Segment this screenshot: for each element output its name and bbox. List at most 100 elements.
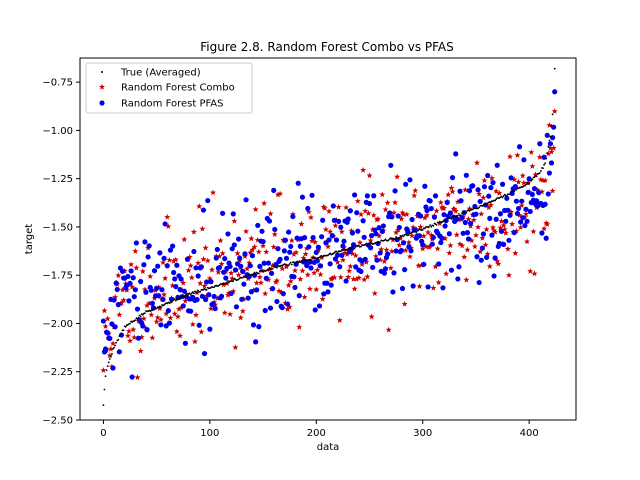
combo-point	[415, 262, 422, 269]
pfas-point	[396, 224, 402, 231]
true-point	[502, 195, 505, 197]
legend-label: True (Averaged)	[120, 68, 201, 79]
true-point	[294, 262, 296, 265]
combo-point	[494, 258, 501, 264]
combo-point	[447, 242, 454, 249]
combo-point	[202, 244, 209, 251]
true-point	[513, 190, 516, 193]
combo-point	[399, 209, 406, 216]
combo-point	[443, 270, 450, 277]
combo-point	[360, 166, 367, 173]
pfas-point	[110, 365, 116, 371]
combo-point	[334, 259, 341, 265]
pfas-point	[373, 231, 379, 237]
pfas-point	[134, 306, 141, 312]
combo-point	[250, 286, 257, 293]
true-point	[548, 139, 551, 142]
pfas-point	[477, 198, 483, 205]
pfas-point	[429, 241, 435, 247]
combo-point	[308, 237, 316, 244]
combo-point	[104, 315, 111, 322]
combo-point	[549, 187, 556, 194]
combo-point	[163, 310, 170, 317]
pfas-point	[369, 233, 375, 239]
true-point	[287, 264, 290, 266]
combo-point	[379, 191, 386, 198]
pfas-point	[149, 300, 155, 306]
true-point	[435, 223, 438, 226]
combo-point	[394, 173, 401, 180]
true-point	[120, 332, 123, 335]
combo-point	[279, 265, 286, 272]
combo-point	[542, 177, 549, 184]
pfas-point	[282, 237, 289, 243]
true-point	[262, 270, 264, 273]
pfas-point	[283, 255, 290, 261]
pfas-point	[266, 218, 273, 224]
combo-point	[125, 328, 132, 334]
legend-box	[85, 62, 253, 114]
pfas-point	[257, 263, 263, 269]
pfas-point	[148, 287, 154, 293]
pfas-point	[170, 243, 176, 249]
combo-point	[137, 347, 144, 354]
true-point	[139, 315, 142, 318]
combo-point	[520, 179, 527, 186]
combo-point	[338, 228, 345, 235]
legend-marker-combo	[98, 83, 106, 90]
combo-point	[432, 263, 439, 270]
combo-point	[537, 176, 544, 183]
combo-point	[477, 248, 484, 255]
combo-point	[130, 326, 137, 333]
combo-point	[154, 314, 161, 321]
combo-point	[174, 313, 181, 320]
combo-point	[541, 225, 548, 232]
true-point	[134, 319, 137, 322]
pfas-point	[440, 285, 446, 291]
y-tick-label: −2.25	[42, 367, 73, 378]
pfas-point	[546, 170, 552, 176]
combo-point	[198, 328, 205, 335]
true-point	[539, 170, 542, 172]
pfas-point	[255, 222, 261, 229]
y-tick-label: −1.25	[42, 174, 73, 185]
true-point	[394, 237, 396, 240]
true-point	[102, 404, 105, 407]
pfas-point	[537, 141, 543, 147]
pfas-point	[370, 264, 376, 271]
true-point	[276, 266, 278, 269]
combo-point	[543, 219, 550, 226]
pfas-point	[476, 279, 482, 286]
combo-point	[346, 267, 353, 274]
true-point	[364, 243, 367, 246]
combo-point	[547, 144, 554, 151]
combo-point	[401, 300, 408, 307]
pfas-point	[313, 249, 319, 256]
combo-point	[351, 285, 358, 292]
pfas-point	[198, 264, 204, 270]
combo-point	[335, 203, 342, 210]
combo-point	[229, 275, 236, 282]
combo-point	[331, 274, 338, 281]
pfas-point	[261, 260, 267, 266]
combo-point	[131, 334, 138, 341]
pfas-point	[455, 276, 461, 282]
pfas-point	[167, 247, 174, 253]
combo-point	[495, 260, 502, 267]
pfas-point	[337, 264, 343, 270]
combo-point	[406, 253, 413, 260]
pfas-point	[174, 262, 180, 268]
pfas-point	[239, 296, 245, 302]
combo-point	[519, 172, 526, 179]
true-point	[196, 291, 198, 294]
pfas-point	[314, 258, 320, 264]
combo-point	[446, 249, 453, 256]
pfas-point	[514, 210, 521, 217]
pfas-point	[113, 280, 119, 286]
combo-point	[411, 192, 418, 199]
pfas-point	[247, 263, 253, 269]
pfas-point	[317, 263, 324, 269]
pfas-point	[128, 268, 134, 274]
pfas-point	[250, 322, 257, 328]
true-point	[353, 247, 356, 250]
